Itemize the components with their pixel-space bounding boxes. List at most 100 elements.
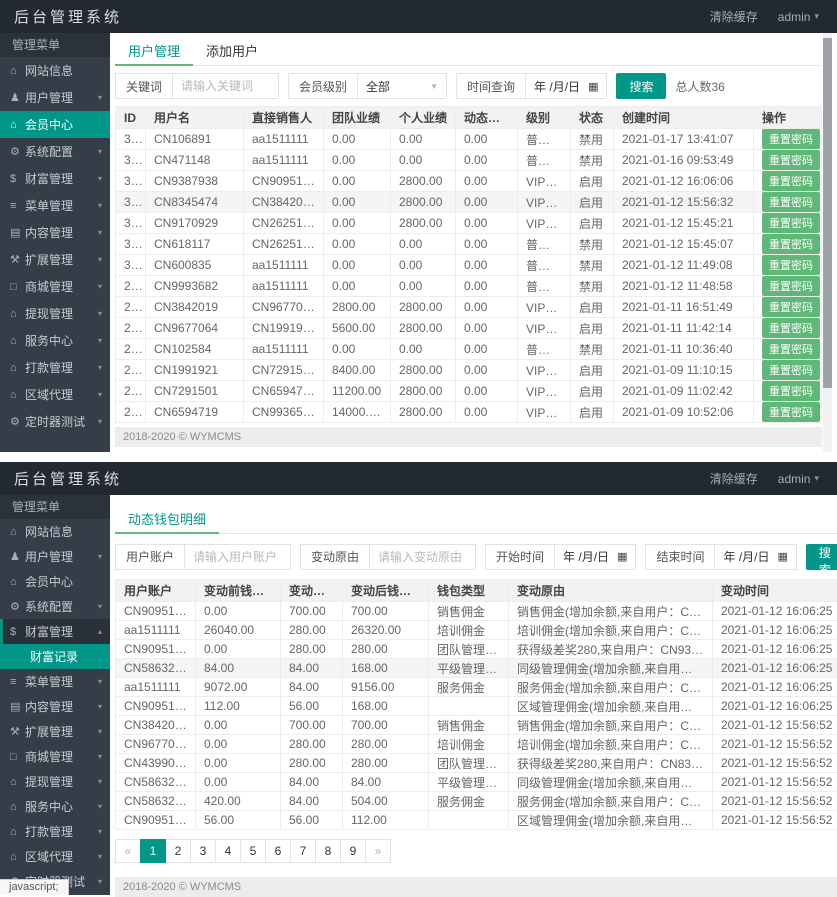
table-cell: VIP代理 <box>518 402 571 423</box>
sidebar-item-content-management[interactable]: ▤内容管理▾ <box>0 219 110 246</box>
sidebar-item-regional-agency[interactable]: ⌂区域代理▾ <box>0 844 110 869</box>
pager-page[interactable]: 2 <box>165 839 191 863</box>
table-cell: 销售佣金 <box>429 602 509 621</box>
sidebar-item-regional-agency[interactable]: ⌂区域代理▾ <box>0 381 110 408</box>
sidebar-item-site-info[interactable]: ⌂网站信息 <box>0 519 110 544</box>
account-input[interactable] <box>185 545 290 569</box>
sidebar-item-wealth-records[interactable]: 财富记录 <box>0 644 110 669</box>
reset-password-button[interactable]: 重置密码 <box>762 234 820 254</box>
sidebar-item-extension-management[interactable]: ⚒扩展管理▾ <box>0 719 110 744</box>
reset-password-button[interactable]: 重置密码 <box>762 360 820 380</box>
vertical-scrollbar[interactable] <box>823 33 832 452</box>
member-level-filter-group: 会员级别 全部 ▼ <box>288 73 447 99</box>
table-cell: 0.00 <box>196 602 281 621</box>
pager-page[interactable]: 5 <box>240 839 266 863</box>
pager-page[interactable]: 3 <box>190 839 216 863</box>
scrollbar-thumb[interactable] <box>823 38 832 388</box>
sidebar-item-mall-management[interactable]: □商城管理▾ <box>0 744 110 769</box>
sidebar-item-withdrawal-management[interactable]: ⌂提现管理▾ <box>0 769 110 794</box>
sidebar-item-wealth-management[interactable]: $财富管理▾ <box>0 165 110 192</box>
start-date-input[interactable]: 年 /月/日 ▦ <box>555 545 635 569</box>
chevron-down-icon: ▾ <box>98 677 102 686</box>
tab-add-user[interactable]: 添加用户 <box>193 39 271 65</box>
sidebar-item-label: 扩展管理 <box>25 723 73 740</box>
table-cell: 32 <box>116 213 146 234</box>
sidebar-item-payment-management[interactable]: ⌂打款管理▾ <box>0 354 110 381</box>
admin-username: admin <box>778 10 811 24</box>
reset-password-button[interactable]: 重置密码 <box>762 150 820 170</box>
pager-page[interactable]: 7 <box>290 839 316 863</box>
reset-password-button[interactable]: 重置密码 <box>762 129 820 149</box>
pager-next[interactable]: » <box>365 839 391 863</box>
search-button[interactable]: 搜索 <box>806 544 837 570</box>
pager-page[interactable]: 8 <box>315 839 341 863</box>
tab-user-management[interactable]: 用户管理 <box>115 39 193 66</box>
sidebar-item-service-center[interactable]: ⌂服务中心▾ <box>0 327 110 354</box>
reset-password-button[interactable]: 重置密码 <box>762 276 820 296</box>
sidebar-item-site-info[interactable]: ⌂网站信息 <box>0 57 110 84</box>
pager-page[interactable]: 9 <box>340 839 366 863</box>
sidebar-item-label: 提现管理 <box>25 773 73 790</box>
admin-dropdown[interactable]: admin ▾ <box>778 472 819 486</box>
reset-password-button[interactable]: 重置密码 <box>762 297 820 317</box>
reset-password-button[interactable]: 重置密码 <box>762 318 820 338</box>
sidebar-item-user-management[interactable]: ♟用户管理▾ <box>0 84 110 111</box>
column-header: 操作 <box>754 107 822 129</box>
pager-page[interactable]: 6 <box>265 839 291 863</box>
table-cell: CN9677064 <box>146 318 244 339</box>
chevron-down-icon: ▾ <box>98 752 102 761</box>
sidebar-item-user-management[interactable]: ♟用户管理▾ <box>0 544 110 569</box>
sidebar-item-system-config[interactable]: ⚙系统配置▾ <box>0 138 110 165</box>
sidebar-item-mall-management[interactable]: □商城管理▾ <box>0 273 110 300</box>
reason-input[interactable] <box>370 545 475 569</box>
table-cell: 0.00 <box>391 234 456 255</box>
sidebar-item-member-center[interactable]: ⌂会员中心 <box>0 111 110 138</box>
reset-password-button[interactable]: 重置密码 <box>762 339 820 359</box>
reset-password-button[interactable]: 重置密码 <box>762 213 820 233</box>
sidebar-item-label: 网站信息 <box>25 523 73 540</box>
sidebar-item-member-center[interactable]: ⌂会员中心 <box>0 569 110 594</box>
end-date-input[interactable]: 年 /月/日 ▦ <box>715 545 795 569</box>
table-cell: 0.00 <box>456 339 518 360</box>
table-cell: 获得级差奖280,来自用户：CN9387938 <box>509 640 713 659</box>
sidebar-item-system-config[interactable]: ⚙系统配置▾ <box>0 594 110 619</box>
copyright-footer: 2018-2020 © WYMCMS <box>115 427 822 447</box>
table-cell: CN7291501 <box>146 381 244 402</box>
table-cell: 销售佣金(增加余额,来自用户：CN8345474) <box>509 716 713 735</box>
reset-password-button[interactable]: 重置密码 <box>762 381 820 401</box>
search-button[interactable]: 搜索 <box>616 73 666 99</box>
table-cell: 168.00 <box>343 697 429 716</box>
sidebar-item-withdrawal-management[interactable]: ⌂提现管理▾ <box>0 300 110 327</box>
sidebar-item-content-management[interactable]: ▤内容管理▾ <box>0 694 110 719</box>
sidebar-item-menu-management[interactable]: ≡菜单管理▾ <box>0 192 110 219</box>
table-cell: 0.00 <box>391 339 456 360</box>
start-time-filter-group: 开始时间 年 /月/日 ▦ <box>485 544 636 570</box>
pager-page[interactable]: 4 <box>215 839 241 863</box>
reset-password-button[interactable]: 重置密码 <box>762 192 820 212</box>
table-cell: 24 <box>116 381 146 402</box>
sidebar-item-timer-test[interactable]: ⚙定时器测试▾ <box>0 408 110 435</box>
sidebar-item-service-center[interactable]: ⌂服务中心▾ <box>0 794 110 819</box>
keyword-input[interactable] <box>173 74 278 98</box>
table-cell: 0.00 <box>324 234 391 255</box>
admin-dropdown[interactable]: admin ▾ <box>778 10 819 24</box>
table-cell: 2800.00 <box>391 213 456 234</box>
member-level-select[interactable]: 全部 ▼ <box>358 74 446 98</box>
sidebar-item-extension-management[interactable]: ⚒扩展管理▾ <box>0 246 110 273</box>
date-input[interactable]: 年 /月/日 ▦ <box>526 74 606 98</box>
sidebar-item-menu-management[interactable]: ≡菜单管理▾ <box>0 669 110 694</box>
reset-password-button[interactable]: 重置密码 <box>762 402 820 422</box>
pager-page[interactable]: 1 <box>140 839 166 863</box>
tab-wallet-details[interactable]: 动态钱包明细 <box>115 507 219 534</box>
clear-cache-link[interactable]: 清除缓存 <box>710 8 758 25</box>
reset-password-button[interactable]: 重置密码 <box>762 255 820 275</box>
sidebar-item-payment-management[interactable]: ⌂打款管理▾ <box>0 819 110 844</box>
status-tooltip: javascript; <box>0 879 69 895</box>
pager-prev[interactable]: « <box>115 839 141 863</box>
sidebar-item-wealth-management[interactable]: $财富管理▴ <box>0 619 110 644</box>
reset-password-button[interactable]: 重置密码 <box>762 171 820 191</box>
chevron-down-icon: ▾ <box>98 727 102 736</box>
clear-cache-link[interactable]: 清除缓存 <box>710 470 758 487</box>
